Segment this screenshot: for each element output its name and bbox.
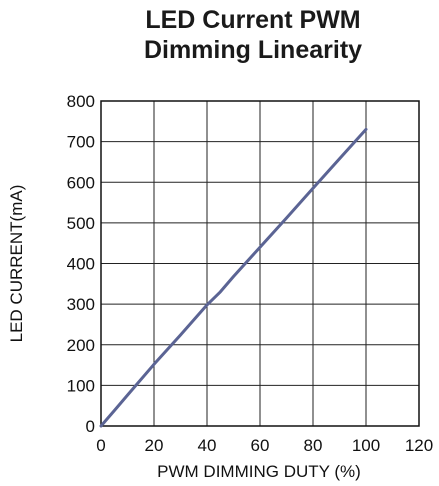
x-tick-label-3: 60: [251, 436, 270, 455]
plot-frame: [100, 100, 420, 427]
series-layer: [99, 127, 368, 428]
series-line-0: [99, 127, 368, 428]
y-axis-ticks: 0 100 200 300 400 500 600 700 800: [67, 92, 95, 436]
chart-title-line-1: LED Current PWM: [145, 6, 360, 34]
x-tick-label-1: 20: [145, 436, 164, 455]
x-tick-label-5: 100: [352, 436, 380, 455]
x-axis-ticks: 0 20 40 60 80 100 120: [96, 436, 433, 455]
y-tick-label-3: 300: [67, 295, 95, 314]
y-tick-label-1: 100: [67, 376, 95, 395]
x-axis-title: PWM DIMMING DUTY (%): [157, 462, 361, 481]
y-tick-label-8: 800: [67, 92, 95, 111]
y-tick-label-5: 500: [67, 214, 95, 233]
x-tick-label-0: 0: [96, 436, 105, 455]
x-tick-label-2: 40: [198, 436, 217, 455]
x-tick-label-4: 80: [304, 436, 323, 455]
y-tick-label-2: 200: [67, 336, 95, 355]
y-tick-label-6: 600: [67, 173, 95, 192]
x-tick-label-6: 120: [405, 436, 433, 455]
chart-title-line-2: Dimming Linearity: [144, 36, 362, 64]
y-axis-title: LED CURRENT(mA): [7, 185, 26, 343]
y-tick-label-7: 700: [67, 133, 95, 152]
y-tick-label-0: 0: [86, 417, 95, 436]
y-tick-label-4: 400: [67, 255, 95, 274]
grid: [101, 101, 419, 426]
